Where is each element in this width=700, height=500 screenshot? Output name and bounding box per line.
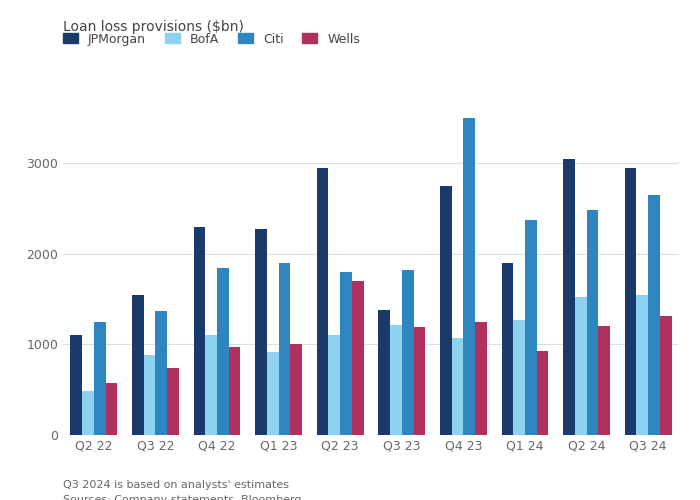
Bar: [513, 320, 525, 435]
Bar: [256, 228, 267, 435]
Bar: [155, 311, 167, 435]
Bar: [352, 281, 363, 435]
Text: Sources: Company statements, Bloomberg: Sources: Company statements, Bloomberg: [63, 495, 302, 500]
Bar: [229, 347, 240, 435]
Bar: [452, 338, 463, 435]
Bar: [217, 268, 229, 435]
Bar: [440, 186, 452, 435]
Bar: [82, 390, 94, 435]
Bar: [194, 227, 205, 435]
Bar: [475, 322, 486, 435]
Bar: [414, 328, 425, 435]
Bar: [279, 263, 290, 435]
Bar: [463, 118, 475, 435]
Bar: [575, 298, 587, 435]
Bar: [660, 316, 671, 435]
Bar: [537, 351, 548, 435]
Bar: [502, 263, 513, 435]
Bar: [525, 220, 537, 435]
Bar: [564, 159, 575, 435]
Bar: [267, 352, 279, 435]
Bar: [648, 195, 660, 435]
Bar: [106, 384, 117, 435]
Bar: [167, 368, 178, 435]
Legend: JPMorgan, BofA, Citi, Wells: JPMorgan, BofA, Citi, Wells: [63, 32, 360, 46]
Bar: [71, 336, 82, 435]
Bar: [587, 210, 598, 435]
Bar: [402, 270, 414, 435]
Bar: [328, 336, 340, 435]
Text: Loan loss provisions ($bn): Loan loss provisions ($bn): [63, 20, 244, 34]
Bar: [144, 356, 155, 435]
Bar: [205, 336, 217, 435]
Bar: [379, 310, 390, 435]
Bar: [317, 168, 328, 435]
Bar: [598, 326, 610, 435]
Bar: [636, 294, 648, 435]
Bar: [625, 168, 636, 435]
Bar: [340, 272, 352, 435]
Bar: [390, 324, 402, 435]
Bar: [132, 294, 144, 435]
Bar: [94, 322, 106, 435]
Text: Q3 2024 is based on analysts' estimates: Q3 2024 is based on analysts' estimates: [63, 480, 289, 490]
Bar: [290, 344, 302, 435]
